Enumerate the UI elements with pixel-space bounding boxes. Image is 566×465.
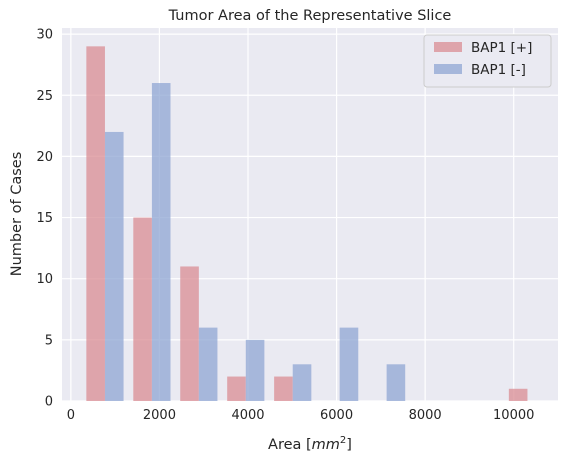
- x-tick-label-4: 8000: [409, 408, 442, 423]
- legend: BAP1 [+] BAP1 [-]: [423, 34, 552, 88]
- x-axis-label-unit: mm: [312, 437, 340, 453]
- x-axis-label: Area [mm2]: [268, 435, 352, 453]
- x-tick-label-2: 4000: [231, 408, 264, 423]
- y-tick-label-2: 10: [36, 272, 53, 287]
- y-tick-label-1: 5: [45, 333, 53, 348]
- bar-series1-0: [104, 131, 124, 402]
- x-axis-label-prefix: Area [: [268, 437, 312, 453]
- y-axis-label: Number of Cases: [9, 152, 25, 276]
- legend-swatch-bap1-negative: [434, 64, 462, 74]
- legend-label-bap1-negative: BAP1 [-]: [471, 62, 526, 78]
- bars: [86, 46, 528, 402]
- x-axis-label-exponent: 2: [340, 435, 346, 446]
- y-tick-label-4: 20: [36, 150, 53, 165]
- x-tick-labels: 0 2000 4000 6000 8000 10000: [67, 408, 535, 423]
- y-tick-label-5: 25: [36, 89, 53, 104]
- bar-series0-3: [227, 376, 246, 401]
- bar-series1-4: [292, 364, 312, 401]
- bar-series0-2: [180, 266, 199, 401]
- x-axis-label-suffix: ]: [346, 437, 352, 453]
- bar-series1-3: [245, 339, 265, 401]
- chart-title: Tumor Area of the Representative Slice: [168, 8, 452, 24]
- bar-series1-5: [339, 327, 359, 401]
- bar-series0-4: [274, 376, 293, 401]
- bar-series1-6: [386, 364, 406, 401]
- x-tick-label-5: 10000: [493, 408, 534, 423]
- y-tick-label-6: 30: [36, 28, 53, 43]
- y-tick-label-3: 15: [36, 211, 53, 226]
- bar-series1-2: [198, 327, 218, 401]
- y-tick-labels: 0 5 10 15 20 25 30: [36, 28, 53, 410]
- x-tick-label-3: 6000: [320, 408, 353, 423]
- legend-swatch-bap1-positive: [434, 42, 462, 52]
- legend-label-bap1-positive: BAP1 [+]: [471, 40, 532, 56]
- x-tick-label-0: 0: [67, 408, 75, 423]
- y-tick-label-0: 0: [45, 395, 53, 410]
- x-tick-label-1: 2000: [143, 408, 176, 423]
- bar-series1-1: [151, 83, 171, 402]
- bar-series0-5: [508, 388, 528, 401]
- bar-series0-1: [133, 217, 152, 401]
- bar-series0-0: [86, 46, 105, 401]
